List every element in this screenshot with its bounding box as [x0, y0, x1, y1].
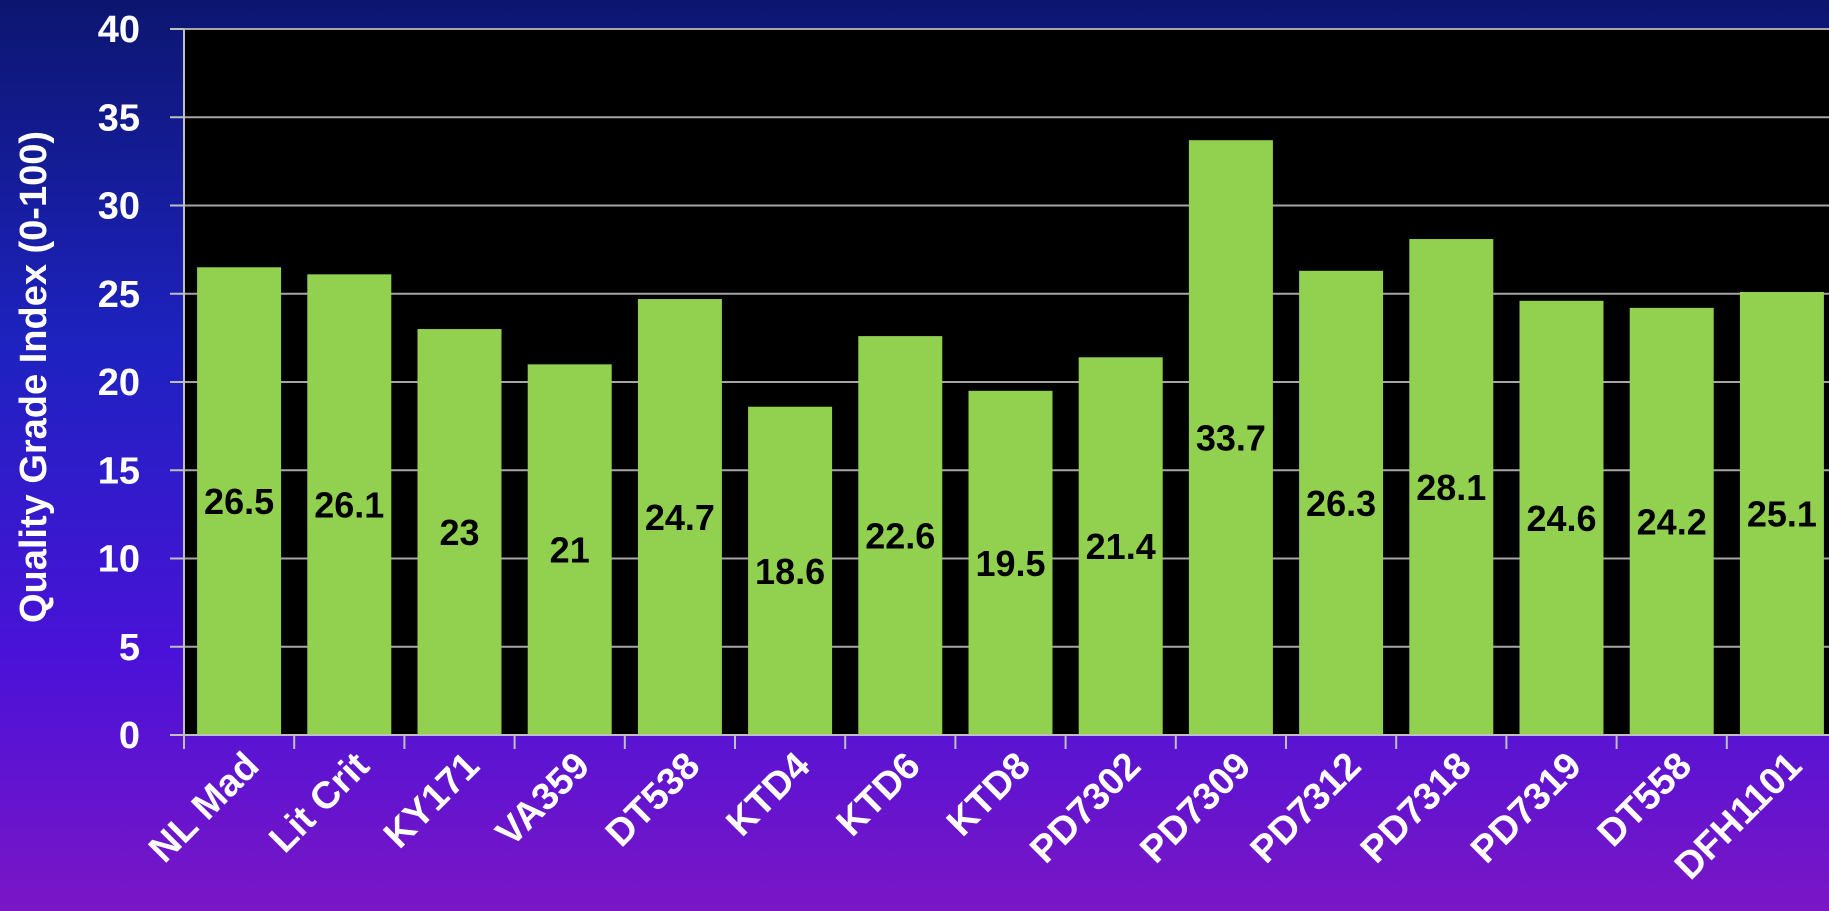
category-label: PD7302: [1022, 745, 1149, 872]
data-label: 33.7: [1196, 418, 1266, 459]
bar-lit-crit: [307, 274, 392, 735]
category-label: PD7318: [1353, 745, 1480, 872]
category-label: KTD6: [829, 745, 929, 845]
axes: [170, 28, 1829, 749]
y-tick-label: 15: [98, 450, 140, 492]
bar-dfh1101: [1739, 291, 1824, 735]
data-label: 21.4: [1086, 526, 1156, 567]
bar-pd7302: [1078, 357, 1163, 735]
data-label: 22.6: [865, 516, 935, 557]
category-label: PD7312: [1243, 745, 1370, 872]
bar-nl-mad: [197, 267, 282, 735]
data-label: 26.5: [204, 481, 274, 522]
data-label: 24.6: [1526, 498, 1596, 539]
data-label: 25.1: [1747, 493, 1817, 534]
y-tick-label: 40: [98, 9, 140, 51]
category-label: KY171: [376, 745, 488, 857]
bar-ktd4: [748, 406, 833, 735]
category-label: PD7309: [1132, 745, 1259, 872]
bar-pd7312: [1299, 270, 1384, 735]
category-label: Lit Crit: [261, 744, 378, 861]
y-tick-label: 30: [98, 186, 140, 228]
y-tick-label: 25: [98, 274, 140, 316]
y-tick-label: 0: [119, 715, 140, 757]
category-label: NL Mad: [141, 745, 267, 871]
data-labels: 26.5 26.1 23 21 24.7 18.6 22.6 19.5 21.4 33.7 26.3…: [204, 418, 1817, 592]
data-label: 19.5: [975, 543, 1045, 584]
bars: [197, 140, 1824, 735]
category-label: DT558: [1590, 745, 1700, 855]
data-label: 18.6: [755, 551, 825, 592]
bar-ktd6: [858, 336, 943, 735]
data-label: 24.7: [645, 497, 715, 538]
y-axis-title: Quality Grade Index (0-100): [13, 131, 55, 623]
bar-dt538: [637, 299, 722, 735]
data-label: 21: [550, 530, 590, 571]
data-label: 28.1: [1416, 467, 1486, 508]
bar-ktd8: [968, 390, 1053, 735]
category-label: KTD8: [939, 745, 1039, 845]
data-label: 24.2: [1637, 501, 1707, 542]
bar-pd7309: [1188, 140, 1273, 735]
category-label: VA359: [488, 745, 598, 855]
data-label: 26.1: [314, 485, 384, 526]
bar-pd7319: [1519, 300, 1604, 735]
data-label: 23: [439, 512, 479, 553]
y-tick-label: 5: [119, 627, 140, 669]
data-label: 26.3: [1306, 483, 1376, 524]
category-label: KTD4: [719, 745, 819, 845]
bar-dt558: [1629, 307, 1714, 735]
y-tick-label: 20: [98, 362, 140, 404]
y-tick-label: 10: [98, 539, 140, 581]
y-tick-label: 35: [98, 97, 140, 139]
bar-va359: [527, 364, 612, 735]
bar-pd7318: [1409, 239, 1494, 735]
category-label: DT538: [598, 745, 708, 855]
y-axis-ticks: 0 5 10 15 20 25 30 35 40: [98, 9, 140, 757]
bar-ky171: [417, 329, 502, 735]
category-label: PD7319: [1463, 745, 1590, 872]
